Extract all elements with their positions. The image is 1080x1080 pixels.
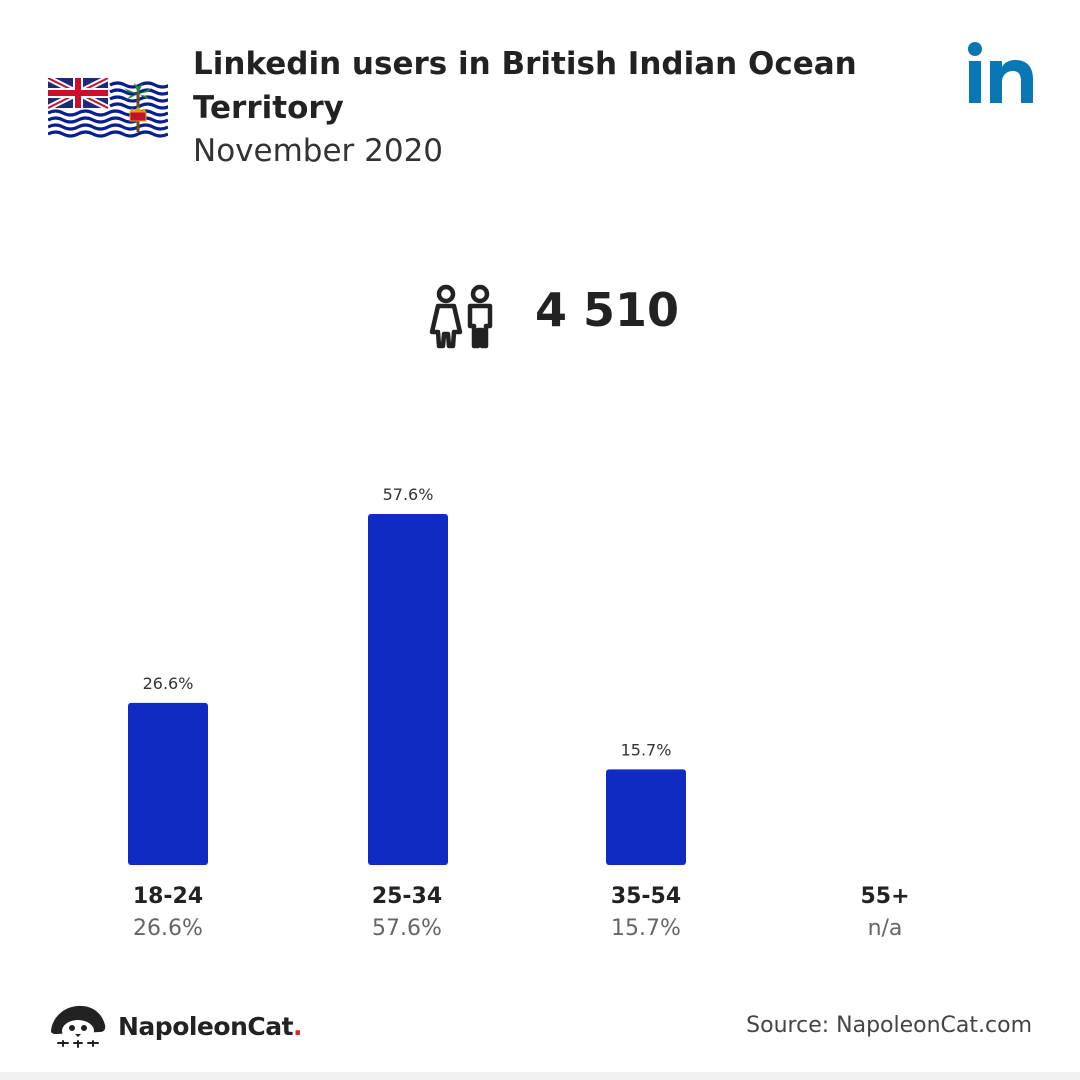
category-label-35-54: 35-54: [610, 884, 682, 909]
brand-name: NapoleonCat.: [118, 1011, 303, 1041]
category-value-35-54: 15.7%: [611, 916, 681, 941]
category-value-55-plus: n/a: [867, 916, 903, 941]
people-icon: [429, 284, 493, 349]
linkedin-icon: [968, 42, 1033, 103]
page-title: Linkedin users in British Indian Ocean T…: [193, 46, 857, 126]
bar-18-24: [128, 702, 208, 865]
total-users: 4 510: [535, 283, 680, 337]
bar-35-54: [606, 769, 686, 865]
bar-label-25-34: 57.6%: [383, 485, 434, 504]
brand-logo: NapoleonCat.: [48, 1000, 303, 1052]
page-subtitle: November 2020: [193, 133, 444, 169]
napoleoncat-icon: [51, 1005, 106, 1048]
category-label-55-plus: 55+: [860, 884, 910, 909]
category-value-25-34: 57.6%: [372, 916, 442, 941]
brand-dot: .: [293, 1011, 303, 1041]
bar-25-34: [368, 514, 448, 865]
age-bar-chart: 26.6% 57.6% 15.7%: [128, 485, 686, 865]
category-label-25-34: 25-34: [371, 884, 443, 909]
source-text: Source: NapoleonCat.com: [746, 1013, 1032, 1038]
category-value-18-24: 26.6%: [133, 916, 203, 941]
bar-label-35-54: 15.7%: [621, 740, 672, 759]
bar-label-18-24: 26.6%: [143, 674, 194, 693]
flag-icon: [48, 78, 168, 138]
bottom-band: [0, 1072, 1080, 1080]
category-label-18-24: 18-24: [132, 884, 204, 909]
